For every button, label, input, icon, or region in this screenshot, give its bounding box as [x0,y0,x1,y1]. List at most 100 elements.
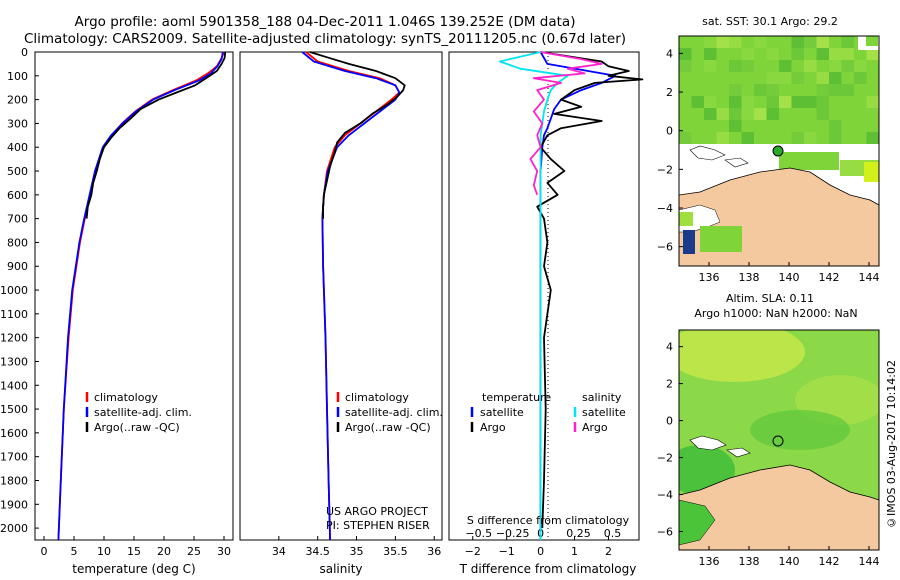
sst-cell [816,108,829,120]
x-tick-label: 5 [71,545,78,558]
sst-cell [741,132,754,144]
map-x-tick-label: 136 [699,555,720,568]
difference-legend: temperature satellite Argo salinity sate… [470,391,626,434]
temperature-lines [57,51,227,541]
sla-map-title-2: Argo h1000: NaN h2000: NaN [694,307,857,320]
sst-cell [716,36,729,48]
sst-cell [766,108,779,120]
depth-tick-label: 0 [21,46,28,59]
series-line-s-satellite [498,51,569,540]
sst-cell [816,72,829,84]
argo-location-marker [772,145,784,157]
sst-cell [691,96,704,108]
depth-axis: 0 100 200 300 400 500 600 700 800 900 1000 1100 1200… [0,46,39,535]
sst-map-frame [678,35,880,267]
sst-cell [791,96,804,108]
sst-patch-dark [683,230,695,254]
difference-xlabel: T difference from climatology [459,562,637,576]
sst-cell [729,36,742,48]
sst-cell [704,36,717,48]
legend-label-s-satellite: satellite [582,406,626,419]
sst-cell [804,36,817,48]
sst-cell [716,108,729,120]
sst-map-axes: 136 138 140 142 144 4 2 0 −2 −4 −6 [657,47,880,284]
sst-cell [829,132,842,144]
legend-label-s-argo: Argo [582,421,608,434]
depth-tick-label: 700 [7,213,28,226]
x-tick-label: 1 [571,545,578,558]
sst-cell [829,48,842,60]
x-tick-label: 35.5 [383,545,408,558]
sst-map-title: sat. SST: 30.1 Argo: 29.2 [702,15,838,28]
depth-tick-label: 1000 [0,284,28,297]
x-tick-label: −2 [465,545,481,558]
sst-cell [816,84,829,96]
series-line-satellite [301,51,401,541]
depth-tick-label: 1700 [0,451,28,464]
salinity-xlabel: salinity [319,562,362,576]
map-x-tick-label: 138 [739,271,760,284]
sla-map-axes: 136 138 140 142 144 4 2 0 −2 −4 −6 [657,341,880,568]
series-line-climatology [305,51,401,541]
title-line-1: Argo profile: aoml 5901358_188 04-Dec-20… [74,14,576,30]
sst-patches [679,36,879,182]
sst-cell [754,84,767,96]
sst-cell [729,60,742,72]
x-tick-label: 0 [41,545,48,558]
depth-tick-label: 1300 [0,355,28,368]
sst-cell [679,60,692,72]
sst-cell [704,48,717,60]
depth-tick-label: 1100 [0,308,28,321]
sst-cell [679,132,692,144]
new-guinea-land [679,464,879,550]
legend-title-salinity: salinity [582,391,622,404]
sst-cell [829,72,842,84]
coastal-sea [679,499,716,546]
map-x-tick-label: 140 [779,555,800,568]
depth-tick-label: 2000 [0,522,28,535]
x-tick-label: 35 [350,545,364,558]
x-tick-label: 25 [187,545,201,558]
depth-tick-label: 600 [7,189,28,202]
sst-cell [729,108,742,120]
salinity-panel: 34 34.5 35 35.5 36 salinity climatology sate… [239,51,443,576]
sla-map-frame [678,329,880,551]
island-2 [726,447,751,458]
sst-cell [854,60,867,72]
sst-cell [754,36,767,48]
map-y-tick-label: −6 [657,241,673,254]
s-tick-label: 0.5 [604,527,622,540]
sst-cell [791,48,804,60]
map-y-tick-label: 4 [666,47,673,60]
sst-cell [729,96,742,108]
sst-cell [766,48,779,60]
series-line-s-argo [529,51,603,196]
temperature-xlabel: temperature (deg C) [72,562,195,576]
depth-tick-label: 200 [7,94,28,107]
x-tick-label: 20 [157,545,171,558]
sst-cell [829,60,842,72]
map-x-tick-label: 136 [699,271,720,284]
x-tick-label: 2 [605,545,612,558]
map-y-tick-label: −6 [657,526,673,539]
sst-cell [741,60,754,72]
depth-tick-label: 800 [7,236,28,249]
temperature-legend: climatology satellite-adj. clim. Argo(..… [85,391,192,434]
title-line-2: Climatology: CARS2009. Satellite-adjuste… [23,31,627,47]
sst-cell [804,60,817,72]
sst-cell [866,132,879,144]
s-tick-label: −0.25 [496,527,530,540]
map-y-tick-label: −4 [657,489,673,502]
sst-cell [841,36,854,48]
map-x-tick-label: 138 [739,555,760,568]
map-y-tick-label: −4 [657,202,673,215]
sst-cell [754,108,767,120]
sst-cell [841,84,854,96]
sst-cell [779,60,792,72]
temperature-x-axis: 0 5 10 15 20 25 30 [41,536,231,558]
map-y-tick-label: 2 [666,86,673,99]
s-tick-label: −0.5 [465,527,492,540]
map-y-tick-label: 0 [666,125,673,138]
sst-cell [704,60,717,72]
map-y-tick-label: 0 [666,415,673,428]
